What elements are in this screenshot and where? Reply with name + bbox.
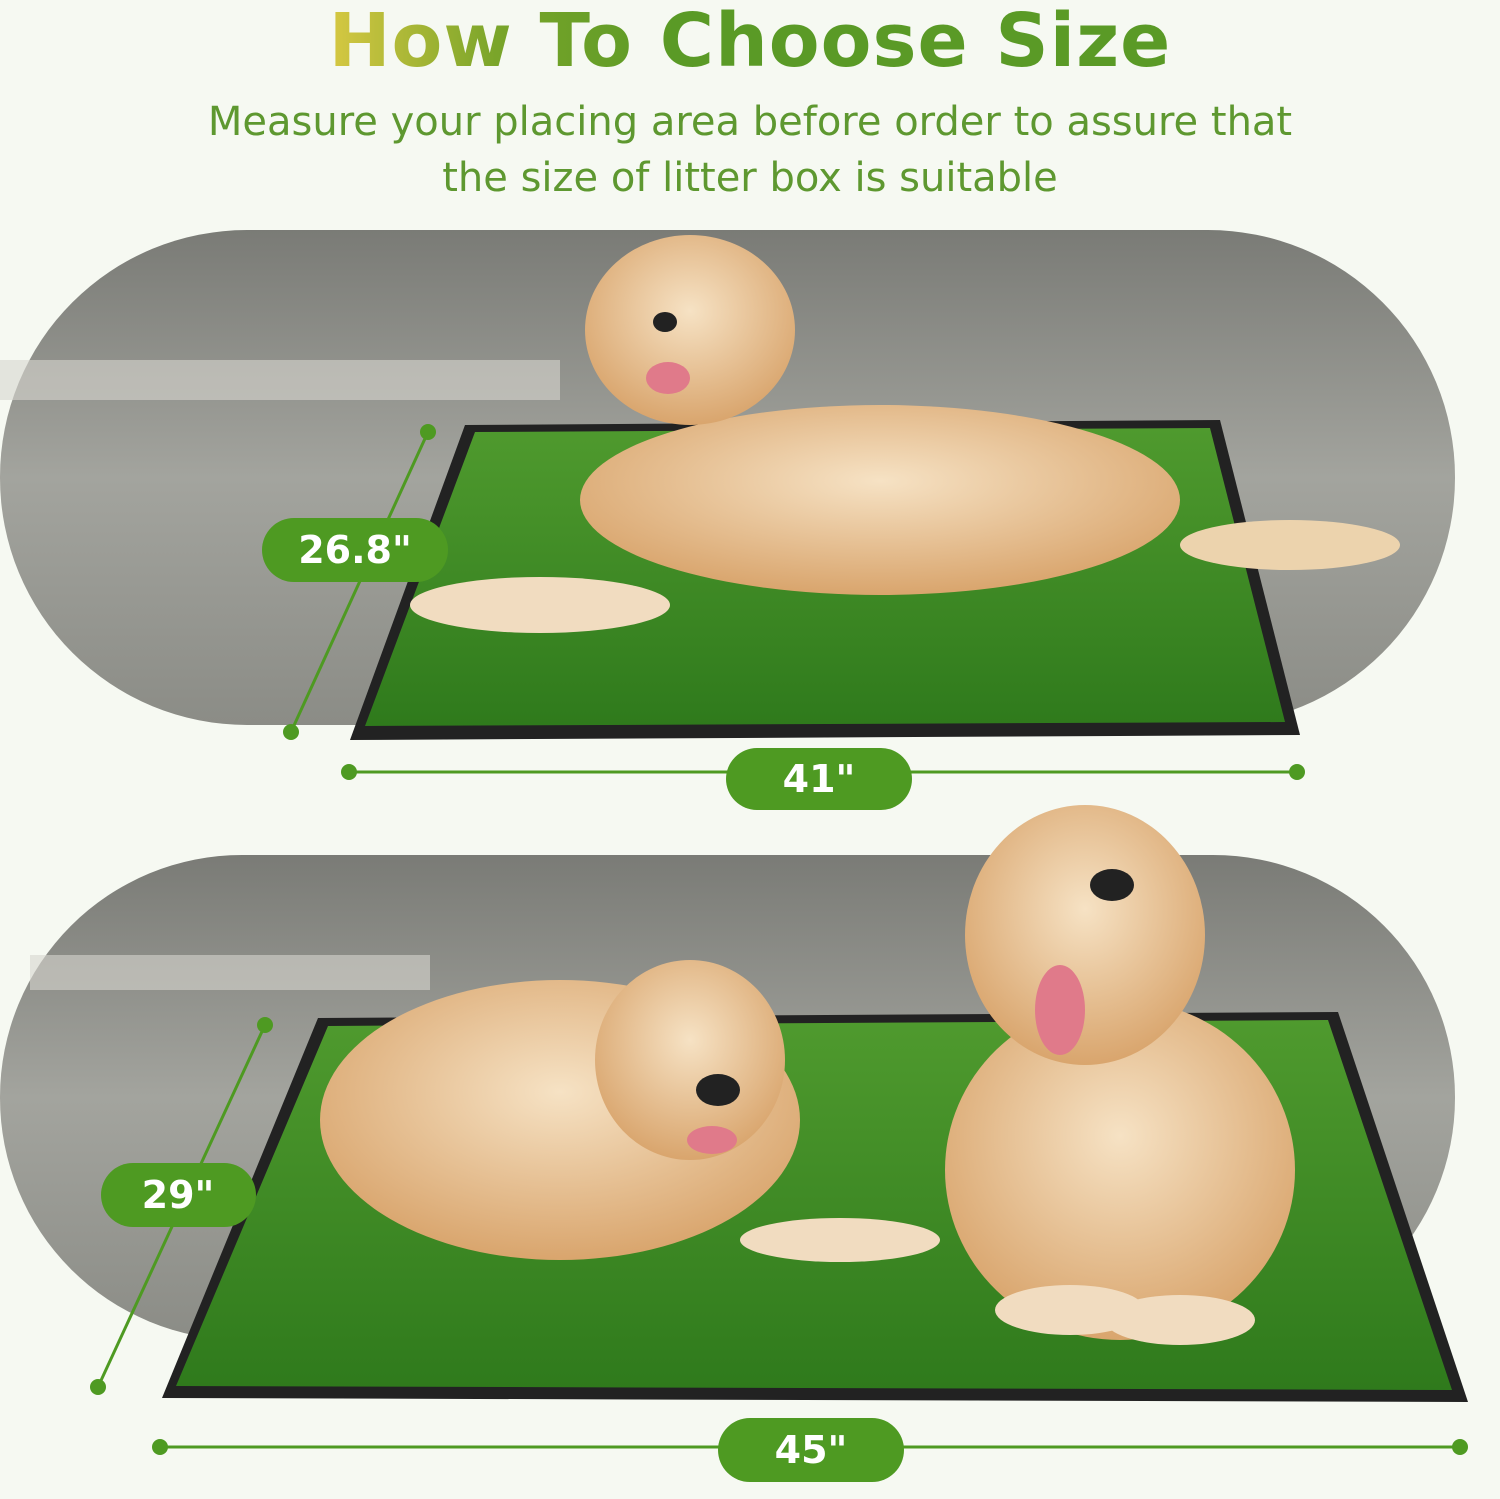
sunlight-stripe xyxy=(0,360,560,400)
width-label: 41" xyxy=(783,757,856,801)
depth-badge xyxy=(101,1163,256,1227)
dimension-depth-large: 29" xyxy=(90,1017,273,1395)
width-label: 45" xyxy=(775,1428,848,1472)
depth-label: 26.8" xyxy=(298,528,412,572)
page-subtitle: Measure your placing area before order t… xyxy=(0,94,1500,206)
page-title: How To Choose Size xyxy=(0,0,1500,82)
subtitle-line-1: Measure your placing area before order t… xyxy=(207,99,1293,145)
width-badge xyxy=(726,748,912,810)
depth-badge xyxy=(262,518,448,582)
product-panel-small xyxy=(0,230,1455,740)
width-badge xyxy=(718,1418,904,1482)
dimension-width-large: 45" xyxy=(152,1418,1468,1482)
dog-lying xyxy=(410,235,1400,633)
dog-right xyxy=(945,805,1295,1345)
sunlight-stripe xyxy=(30,955,430,990)
product-panel-large xyxy=(0,805,1468,1402)
dimension-depth-small: 26.8" xyxy=(262,424,448,740)
dimension-width-small: 41" xyxy=(341,748,1305,810)
dog-left xyxy=(320,960,940,1262)
subtitle-line-2: the size of litter box is suitable xyxy=(442,155,1058,201)
depth-label: 29" xyxy=(142,1173,215,1217)
